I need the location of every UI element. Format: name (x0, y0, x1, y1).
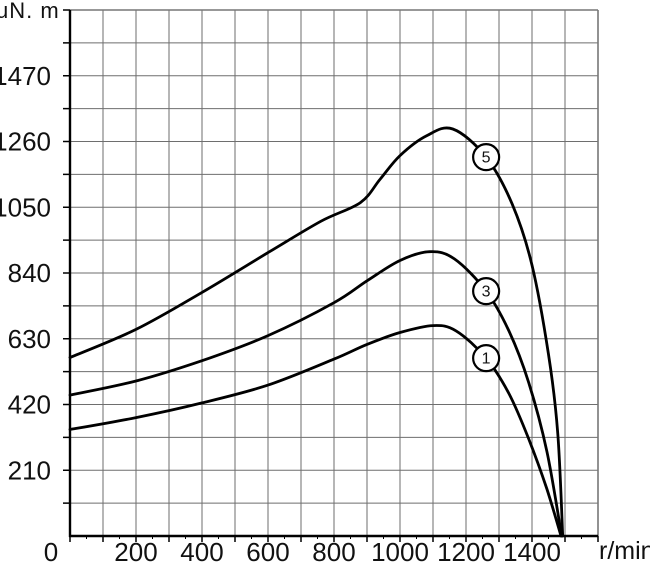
x-tick-label: 600 (246, 537, 289, 566)
curve-3-label-text: 3 (482, 284, 491, 301)
curve-3-line (68, 250, 564, 538)
y-tick-label: 1470 (0, 61, 51, 91)
x-tick-label: 1200 (437, 537, 495, 566)
x-tick-label: 0 (44, 537, 58, 566)
curve-1-line (68, 324, 563, 538)
curve-1-label-circle (472, 344, 501, 373)
x-tick-label: 400 (180, 537, 223, 566)
curve-3-label-circle (472, 277, 501, 306)
curve-5-line (68, 126, 565, 538)
x-tick-label: 800 (312, 537, 355, 566)
y-tick-label: 210 (8, 455, 51, 485)
y-tick-label: 840 (8, 258, 51, 288)
x-tick-label: 200 (114, 537, 157, 566)
curve-1-label-text: 1 (482, 351, 491, 368)
y-axis-unit-label: uN. m (0, 0, 60, 23)
x-tick-label: 1400 (503, 537, 561, 566)
curve-5-label-circle (472, 143, 501, 172)
y-tick-label: 420 (8, 390, 51, 420)
x-axis-unit-label: r/min (599, 537, 650, 565)
y-tick-label: 1050 (0, 192, 51, 222)
curve-5-label-text: 5 (482, 150, 491, 167)
x-tick-label: 1000 (371, 537, 429, 566)
y-tick-label: 630 (8, 324, 51, 354)
y-tick-label: 1260 (0, 127, 51, 157)
